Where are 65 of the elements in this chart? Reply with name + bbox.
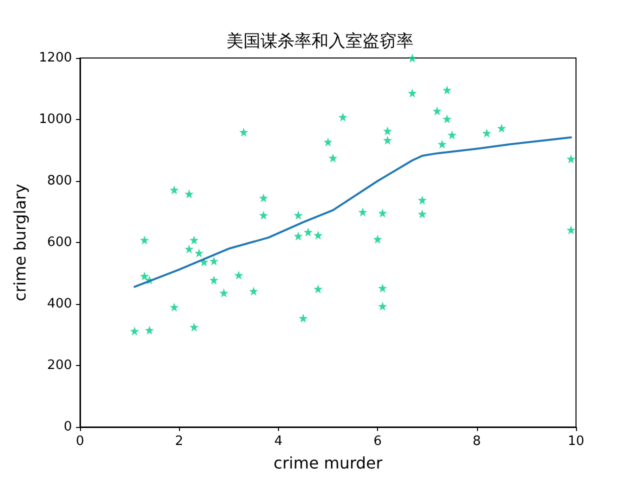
y-tick-label: 600 [47,235,72,250]
point [314,284,323,294]
y-tick-label: 1200 [38,50,72,66]
point [378,302,388,311]
x-tick-label: 2 [175,434,184,449]
point [140,272,149,281]
x-tick-label: 4 [274,434,283,449]
point [184,189,194,198]
chart-title: 美国谋杀率和入室盗窃率 [226,32,414,52]
point [378,284,388,293]
point [378,208,388,218]
point [184,244,194,254]
point [383,126,392,136]
point [209,256,218,266]
point [239,128,248,137]
point [170,185,179,194]
point [234,270,244,280]
point [328,153,338,162]
point [130,326,140,336]
point [259,193,268,202]
y-tick-label: 400 [47,296,72,312]
point [314,230,323,240]
point [170,302,179,312]
point [249,286,258,296]
y-axis-title: crime burglary [10,184,30,302]
point [358,208,368,217]
point [144,326,154,335]
point [566,225,576,234]
point [408,88,417,98]
y-tick-label: 0 [64,420,72,434]
point [194,248,204,258]
point [383,136,392,145]
point [497,124,506,133]
x-axis-title: crime murder [274,454,383,472]
point [324,137,332,146]
point [294,232,303,241]
point [442,85,452,94]
point [190,236,199,245]
point [373,234,382,244]
point [448,130,456,140]
y-tick-label: 1000 [38,112,72,127]
point [418,209,427,218]
point [190,322,199,332]
point [418,196,427,205]
point [338,112,348,122]
x-tick-label: 0 [76,434,84,449]
point [566,154,576,164]
point [432,106,442,116]
line-series [134,136,572,288]
point [438,140,447,149]
point [408,54,417,62]
point [482,128,492,138]
point [304,228,313,237]
point [140,236,149,245]
y-tick-label: 800 [47,174,72,188]
point [442,114,452,124]
x-tick-label: 10 [568,434,584,449]
point [294,210,303,220]
point [259,210,268,220]
x-tick-label: 8 [472,434,481,449]
point [298,314,308,323]
point [209,276,218,285]
x-tick-label: 6 [373,434,382,449]
point [219,288,228,298]
y-tick-label: 200 [47,358,72,373]
